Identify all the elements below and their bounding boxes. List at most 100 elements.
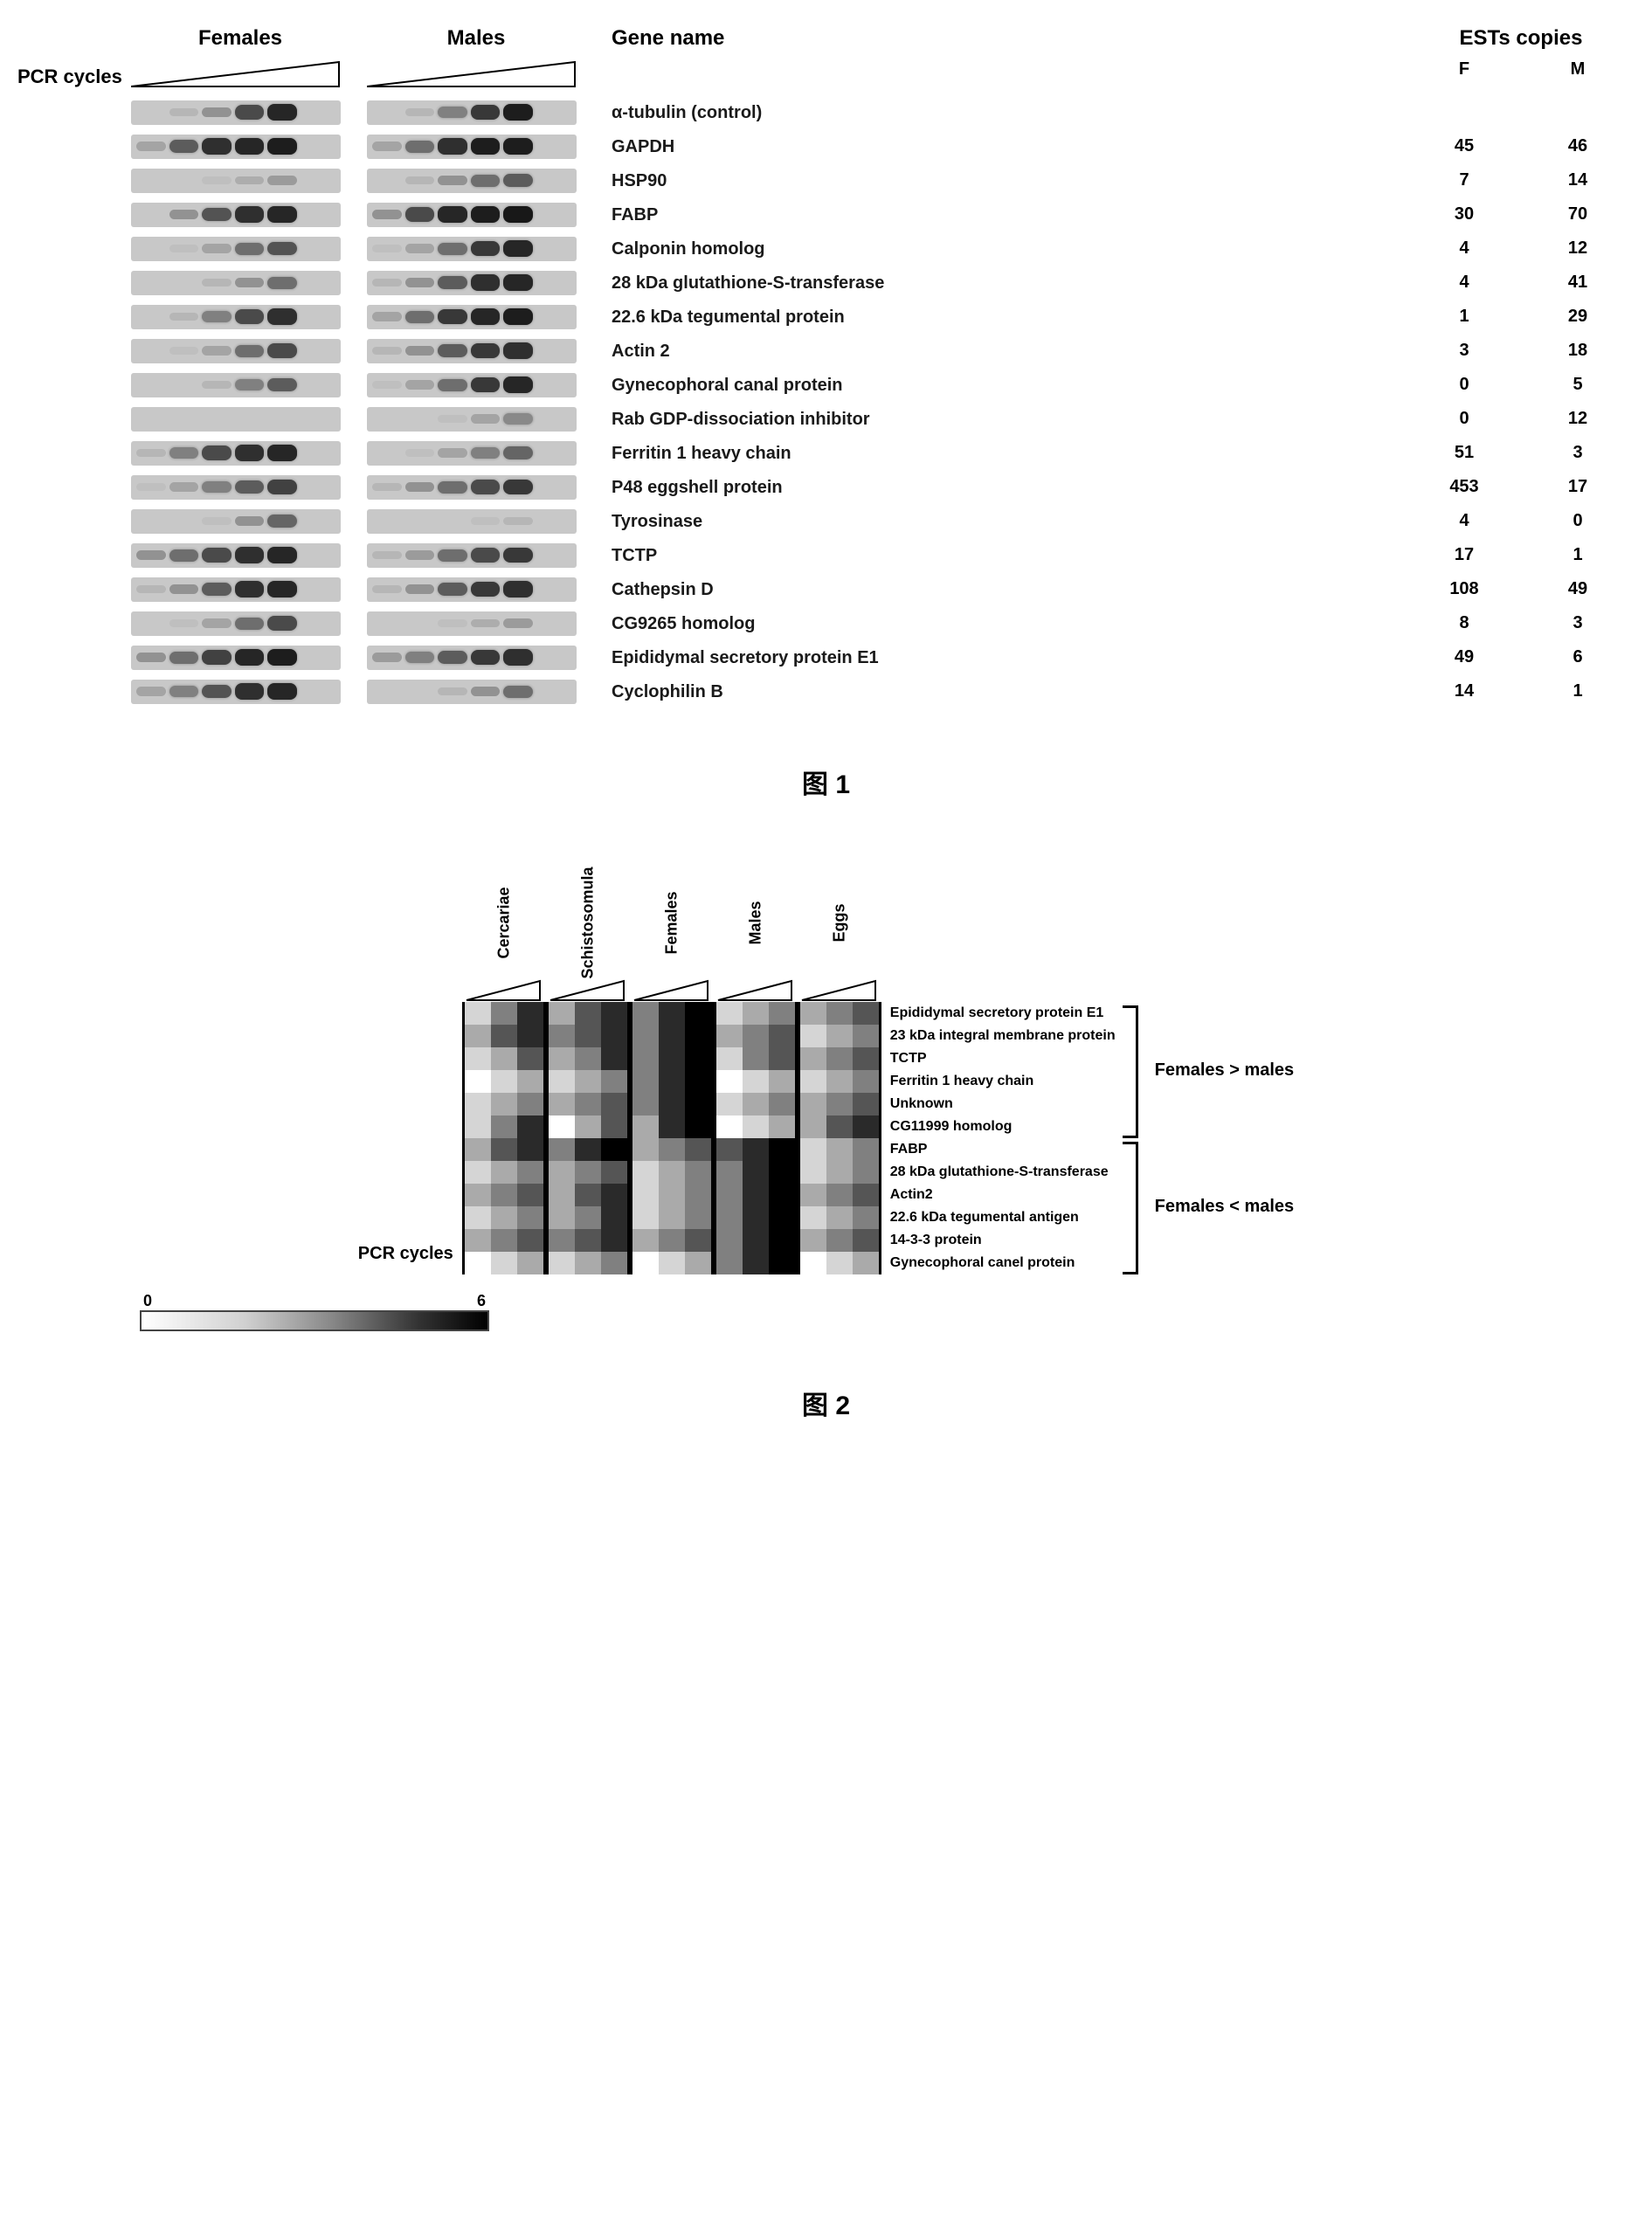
heatmap-cell [800,1138,826,1161]
est-row: 3070 [1407,197,1635,231]
est-row: 10849 [1407,572,1635,606]
gel-band [438,583,467,596]
heatmap-cell [716,1115,743,1138]
heatmap-cell [659,1047,685,1070]
gel-band [235,618,265,630]
heatmap-cell [659,1093,685,1115]
gel-band [136,550,166,561]
gel-band [169,584,199,595]
heatmap-cell [800,1161,826,1184]
gel-strip [367,509,577,534]
gel-band [169,382,199,389]
heatmap-cell [800,1115,826,1138]
gel-strip [131,169,341,193]
gel-strip [367,339,577,363]
gel-band [405,482,435,493]
gel-row [367,472,585,502]
stage-label: Females [662,891,681,954]
heatmap-cell [769,1161,795,1184]
est-row: 513 [1407,436,1635,470]
heatmap-cell [465,1002,491,1025]
gel-band [202,176,232,184]
gel-strip [367,543,577,568]
heatmap-cell [769,1047,795,1070]
est-f-value: 45 [1407,136,1521,156]
gene-name: Rab GDP-dissociation inhibitor [612,403,1407,437]
gene-name: 28 kDa glutathione-S-transferase [612,266,1407,300]
heatmap-row [632,1070,711,1093]
gel-strip [131,100,341,125]
heatmap-cell [743,1138,769,1161]
gel-band [372,450,402,457]
heatmap-cell [465,1025,491,1047]
heatmap-cell [601,1252,627,1274]
heatmap-cell [853,1093,879,1115]
est-f-value: 1 [1407,307,1521,327]
gel-band [405,244,435,252]
gel-band [438,549,467,562]
heatmap-cell [491,1047,517,1070]
gel-band [438,107,467,118]
gel-strip [367,271,577,295]
est-f-value: 4 [1407,273,1521,293]
bracket-group-1 [1123,1005,1138,1138]
fig2-pcr-label: PCR cycles [358,1244,453,1271]
gel-band [438,651,467,664]
est-m-value: 6 [1521,647,1635,667]
est-row: 4546 [1407,129,1635,163]
gel-row [367,97,585,128]
gene-name: TCTP [612,539,1407,573]
heatmap-row [716,1002,795,1025]
heatmap-row [465,1025,543,1047]
gel-strip [131,339,341,363]
heatmap-row [465,1002,543,1025]
gel-band [235,416,265,423]
est-m-value: 1 [1521,545,1635,565]
heatmap-cell [465,1093,491,1115]
gel-band [471,548,501,562]
fig2-gene-name: Actin2 [890,1184,1116,1206]
est-f-value: 0 [1407,409,1521,429]
gel-row [131,642,349,673]
heatmap-cell [517,1161,543,1184]
heatmap-cell [491,1184,517,1206]
gel-row [367,404,585,434]
gel-band [503,174,533,187]
heatmap-cell [716,1093,743,1115]
gel-band [372,312,402,321]
heatmap-cell [601,1161,627,1184]
gel-band [136,653,166,663]
heatmap-row [716,1206,795,1229]
gel-band [405,346,435,356]
heatmap-row [716,1025,795,1047]
gel-band [169,482,199,491]
heatmap-cell [491,1138,517,1161]
est-f-value: 453 [1407,477,1521,497]
heatmap-stage-column [630,1002,714,1274]
heatmap-cell [632,1138,659,1161]
est-row: 141 [1407,674,1635,708]
gel-strip [367,646,577,670]
gel-band [438,415,467,423]
gel-strip [367,100,577,125]
gel-band [136,245,166,252]
gel-row [131,506,349,536]
heatmap-cell [465,1138,491,1161]
gel-band [471,480,501,494]
stage-header: Males [714,977,798,1002]
heatmap-cell [601,1070,627,1093]
fig2-gene-name: Gynecophoral canel protein [890,1252,1116,1274]
est-copies-column: ESTs copies F M 454671430704124411293180… [1407,26,1635,708]
heatmap-cell [659,1138,685,1161]
est-m-value: 29 [1521,307,1635,327]
scale-min: 0 [143,1292,152,1310]
gel-strip [367,680,577,704]
gel-band [438,138,467,154]
gel-band [503,206,533,224]
heatmap-cell [800,1047,826,1070]
heatmap-cell [632,1229,659,1252]
heatmap-cell [549,1229,575,1252]
gel-band [267,277,297,289]
gel-strip [131,407,341,432]
est-row: 40 [1407,504,1635,538]
